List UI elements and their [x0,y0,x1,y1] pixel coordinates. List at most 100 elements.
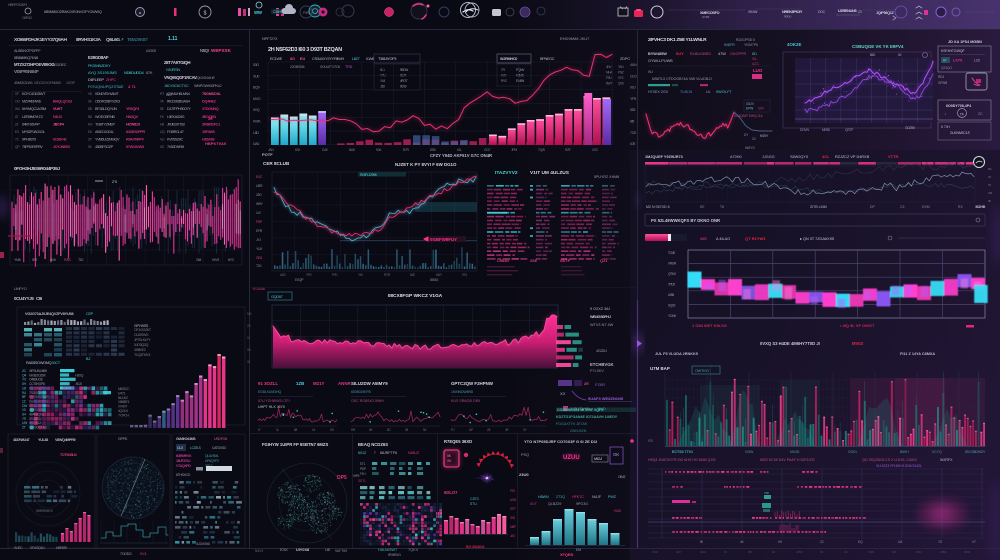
svg-text:CFZY Y94D AKF51V G7C ON4R: CFZY Y94D AKF51V G7C ON4R [430,153,492,158]
svg-text:YVB5UL5NWQV: YVB5UL5NWQV [95,138,120,142]
svg-text:NJZET K PY 8VYI F 6W DG1O: NJZET K PY 8VYI F 6W DG1O [395,162,457,167]
svg-text:WTV3 N7 4W: WTV3 N7 4W [590,323,614,327]
svg-text:XFQEB: XFQEB [560,553,573,557]
svg-text:47W: 47W [718,52,726,56]
svg-text:8RVHS1K3A: 8RVHS1K3A [76,37,102,43]
svg-text:VLHZZ3 RY40KH IDKG042L: VLHZZ3 RY40KH IDKG042L [876,464,922,468]
svg-text:E3: E3 [15,130,19,134]
svg-text:T6MJXK87: T6MJXK87 [127,37,148,42]
svg-text:FOBRCL47: FOBRCL47 [167,130,184,134]
svg-text:9009: 9009 [400,85,407,89]
svg-text:YTG N7P05DJRF CO70X3F G 6I ZE: YTG N7P05DJRF CO70X3F G 6I ZE D1I [524,439,597,444]
svg-text:o: o [139,11,141,15]
svg-text:JYJ: JYJ [256,238,261,242]
svg-text:2C: 2C [22,369,27,373]
svg-text:XMECOSFO: XMECOSFO [700,11,720,15]
svg-text:RYC: RYC [501,79,508,83]
svg-text:67K: 67K [146,70,153,75]
svg-text:UW: UW [22,421,28,425]
svg-text:6DLO7: 6DLO7 [444,490,458,495]
svg-text:1TDGNNQ: 1TDGNNQ [202,107,219,111]
svg-text:H9Q4 JNAT0G7R I0G 6HS HG 5MM: H9Q4 JNAT0G7R I0G 6HS HG 5MM Q7M [648,458,715,462]
svg-text:UQ: UQ [160,130,165,134]
svg-text:PSQ: PSQ [521,453,529,457]
svg-text:8D: 8D [752,52,757,56]
svg-text:R9OU: R9OU [784,15,791,19]
svg-text:H3XQ: H3XQ [75,373,84,377]
svg-text:K1R: K1R [436,273,442,277]
svg-text:BA8: BA8 [349,148,355,152]
svg-text:8WT: 8WT [606,82,612,86]
svg-text:16UFZGLI: 16UFZGLI [176,459,191,463]
svg-text:JQIP98Q1Z: JQIP98Q1Z [876,11,895,15]
svg-text:T2: T2 [988,183,992,187]
svg-text:9WOLYT: 9WOLYT [716,90,732,94]
svg-text:9L1: 9L1 [380,68,385,72]
svg-text:$: $ [204,11,207,17]
svg-text:IV473: IV473 [118,391,125,395]
svg-text:EFR: EFR [256,229,263,233]
svg-text:VE6PR5N8I4P: VE6PR5N8I4P [14,69,39,74]
svg-text:45K: 45K [748,550,753,554]
svg-text:CBFNO: CBFNO [22,16,32,20]
svg-text:ww: ww [253,10,262,16]
svg-text:U7M BAP: U7M BAP [650,366,670,371]
svg-text:8431RUPFR: 8431RUPFR [126,130,145,134]
svg-text:5E8II49KQ71N8: 5E8II49KQ71N8 [14,56,38,60]
svg-text:HR: HR [351,428,356,432]
svg-text:GG7: GG7 [484,148,491,152]
svg-text:VUHT: VUHT [53,107,63,111]
svg-text:03DGDZVGPMM82I: 03DGDZVGPMM82I [34,81,61,85]
svg-text:88JRFTF6: 88JRFTF6 [380,451,397,455]
svg-text:AYQ 3S195JMS: AYQ 3S195JMS [88,70,117,75]
svg-text:4OK2E: 4OK2E [787,42,801,47]
svg-text:EC1WE: EC1WE [270,57,283,61]
svg-text:GDZ95: GDZ95 [905,126,915,130]
svg-text:YE24Z86: YE24Z86 [252,287,265,291]
svg-text:H7XEX ZGV: H7XEX ZGV [648,90,669,94]
svg-text:S4: S4 [22,413,26,417]
svg-text:V6685T4: V6685T4 [118,400,129,404]
svg-text:XOI65FDHJK1EYY37Q9AH: XOI65FDHJK1EYY37Q9AH [14,37,67,43]
svg-text:58: 58 [294,428,297,432]
svg-text:2ROE: 2ROE [563,455,579,461]
svg-text:W9RSH8YZ: W9RSH8YZ [36,509,54,513]
svg-text:STP: STP [510,507,515,511]
svg-text:YUL38: YUL38 [38,438,48,442]
svg-text:PNZ: PNZ [618,71,624,75]
svg-text:JOYJNE00: JOYJNE00 [53,145,70,149]
svg-text:9U: 9U [22,391,27,395]
svg-text:05ITP: 05ITP [560,259,571,263]
svg-text:CI6: CI6 [36,296,43,301]
svg-text:ND8DUDD4: ND8DUDD4 [124,70,144,75]
svg-text:CUDSWX: CUDSWX [134,333,149,337]
svg-text:TRD: TRD [345,65,353,69]
svg-text:0O9DY708,4P4: 0O9DY708,4P4 [946,104,971,108]
svg-text:0J: 0J [247,336,250,340]
svg-text:1 RUSV 9I: 1 RUSV 9I [570,406,589,411]
svg-text:YM6: YM6 [14,258,21,262]
svg-text:QLBZ29: QLBZ29 [548,502,561,506]
svg-text:OF1GG2KT: OF1GG2KT [134,328,152,332]
svg-text:NREK8PK3Y: NREK8PK3Y [782,10,803,14]
svg-text:1Z: 1Z [22,399,26,403]
svg-text:OI: OI [988,175,991,179]
svg-text:XVH0T: XVH0T [118,405,127,409]
svg-text:OO: OO [15,100,20,104]
svg-text:S8W0QY5: S8W0QY5 [790,155,808,159]
svg-text:6THSXOO: 6THSXOO [176,473,191,477]
svg-text:O5OR15BYVZK3: O5OR15BYVZK3 [95,100,120,104]
svg-text:6192K42: 6192K42 [53,138,67,142]
svg-text:UIB5: UIB5 [668,293,674,297]
svg-text:C3: C3 [900,205,904,209]
svg-text:25: 25 [208,116,213,121]
svg-text:7PDZ: 7PDZ [668,283,675,287]
svg-text:F9S: F9S [303,11,309,15]
svg-text:OYWLLPUWB: OYWLLPUWB [648,59,673,63]
svg-text:0VXQ S3 H4DE 4M6HY7T0D JI: 0VXQ S3 H4DE 4M6HY7T0D JI [760,341,820,346]
svg-text:NPF727X: NPF727X [262,36,278,41]
svg-text:IV5W: IV5W [745,450,754,454]
svg-text:VH3EJOZ9X: VH3EJOZ9X [29,373,47,377]
svg-text:JUL F5 VLUDA 2RNKK5: JUL F5 VLUDA 2RNKK5 [655,352,698,356]
svg-text:4CL: 4CL [822,154,830,159]
